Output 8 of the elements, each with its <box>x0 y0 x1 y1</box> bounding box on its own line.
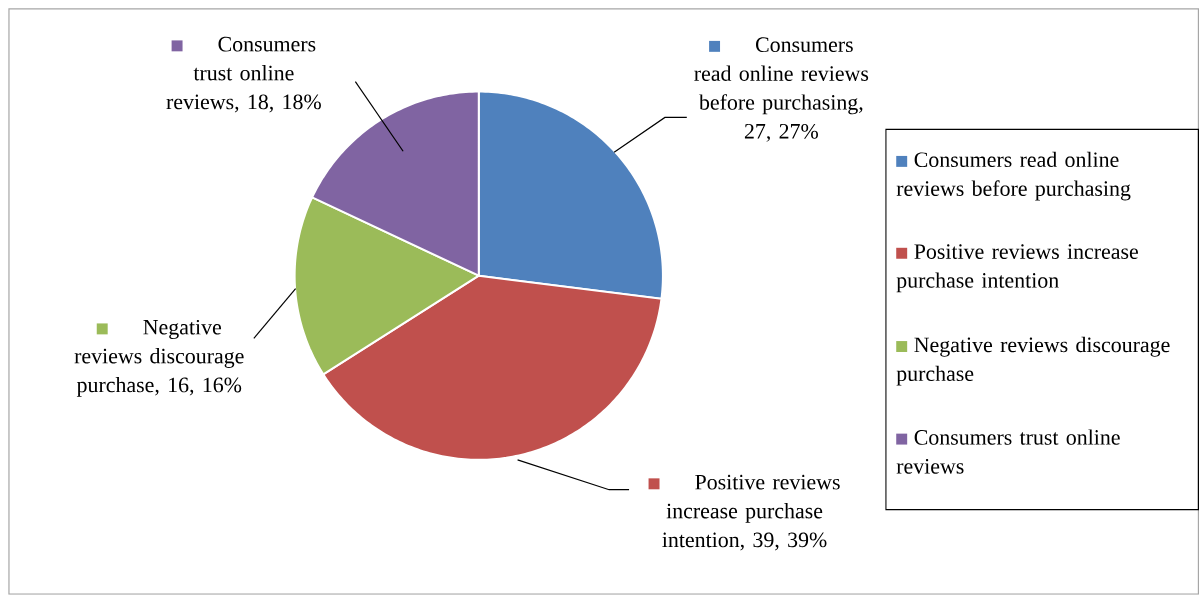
legend-label: Negative reviews discourage purchase <box>896 336 1170 386</box>
data-label: Positive reviews increase purchase intention, 39, 39% <box>662 474 840 551</box>
data-label: Negative reviews discourage purchase, 16, 16% <box>74 319 244 397</box>
legend-label: Consumers trust online reviews <box>896 429 1120 474</box>
legend-label: Positive reviews increase purchase intention <box>896 244 1138 293</box>
data-label: Consumers trust online reviews, 18, 18% <box>166 36 321 113</box>
data-label: Consumers read online reviews before purchasing, 27, 27% <box>694 37 869 142</box>
legend-label: Consumers read online reviews before purchasing <box>896 151 1131 201</box>
